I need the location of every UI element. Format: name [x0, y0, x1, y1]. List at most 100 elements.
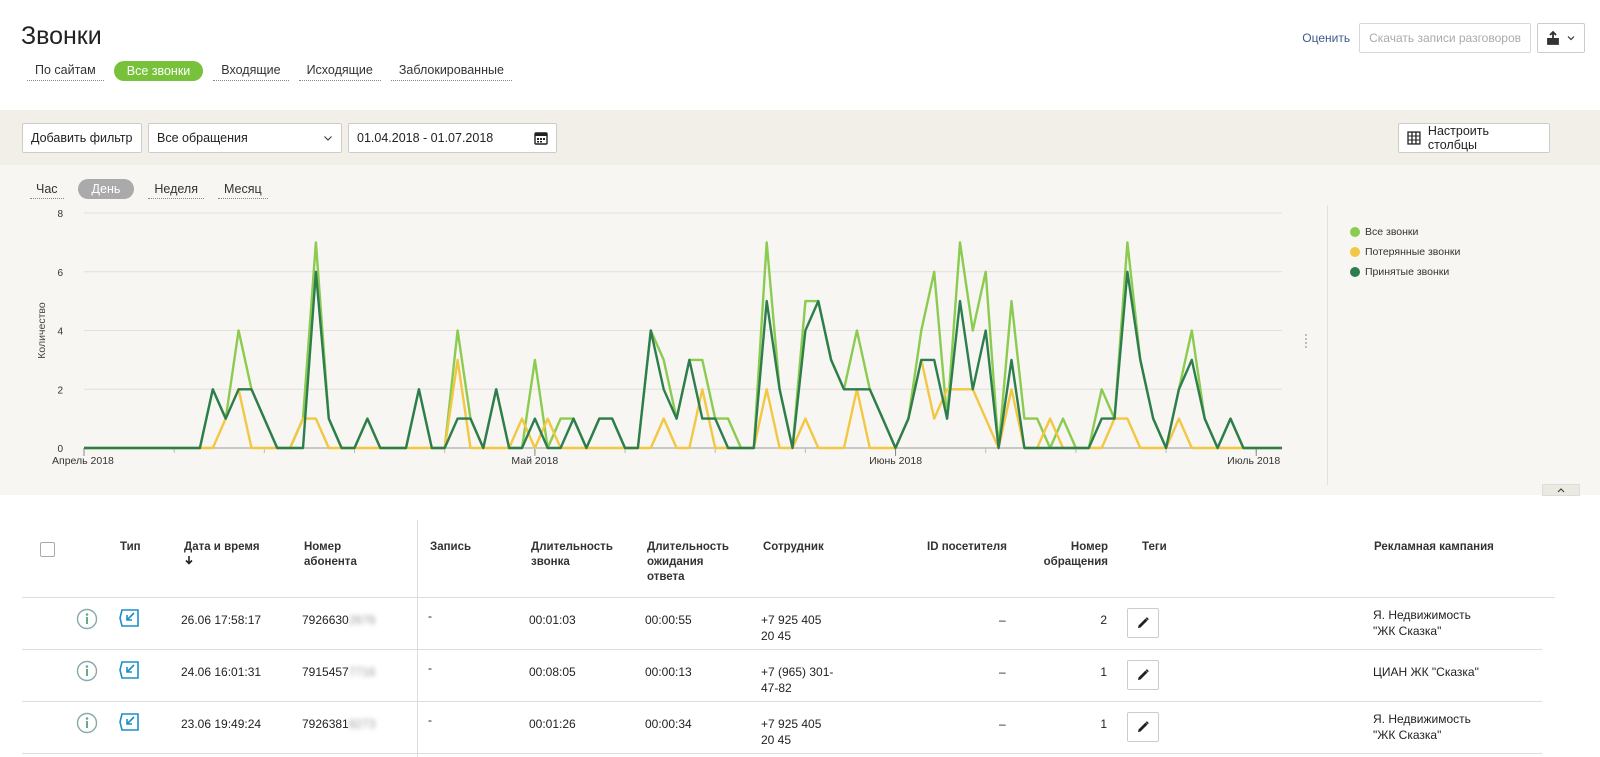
row-duration: 00:01:26	[529, 717, 576, 731]
row-record: -	[428, 713, 432, 727]
add-filter-button[interactable]: Добавить фильтр	[22, 123, 142, 153]
configure-columns-button[interactable]: Настроить столбцы	[1398, 123, 1550, 153]
page-header: Звонки По сайтам Все звонки Входящие Исх…	[0, 0, 1600, 110]
x-tick-label: Июль 2018	[1227, 455, 1280, 467]
granularity-tabs: Час День Неделя Месяц	[30, 179, 282, 199]
chart-divider	[1327, 205, 1328, 485]
tab-blocked[interactable]: Заблокированные	[390, 60, 512, 81]
row-visitor-id: –	[999, 665, 1006, 679]
row-phone: 79154577716	[302, 664, 375, 680]
header-duration[interactable]: Длительность звонка	[531, 540, 613, 570]
row-request-no: 1	[1100, 717, 1107, 731]
calls-table: Тип Дата и время Номер абонента Запись Д…	[22, 520, 1555, 754]
header-phone-line1: Номер	[304, 541, 342, 553]
rate-link[interactable]: Оценить	[1302, 31, 1351, 45]
granularity-month[interactable]: Месяц	[218, 180, 268, 199]
tab-all-calls[interactable]: Все звонки	[113, 60, 204, 81]
table-row[interactable]: 26.06 17:58:17 79266302678 - 00:01:03 00…	[22, 598, 1542, 650]
tab-outgoing[interactable]: Исходящие	[298, 60, 381, 81]
x-tick-label: Апрель 2018	[52, 455, 114, 467]
header-phone[interactable]: Номер абонента	[304, 540, 357, 570]
resize-handle-dot	[1305, 334, 1307, 336]
row-wait: 00:00:55	[645, 613, 692, 627]
pencil-icon	[1138, 669, 1149, 680]
sort-down-icon	[185, 556, 193, 565]
row-campaign: Я. Недвижимость "ЖК Сказка"	[1373, 607, 1471, 639]
header-duration-line2: звонка	[531, 556, 570, 568]
tab-by-sites[interactable]: По сайтам	[27, 60, 104, 81]
row-wait: 00:00:34	[645, 717, 692, 731]
table-row[interactable]: 24.06 16:01:31 79154577716 - 00:08:05 00…	[22, 650, 1542, 702]
row-employee-line1: +7 (965) 301-	[761, 665, 834, 679]
header-employee[interactable]: Сотрудник	[763, 541, 824, 553]
granularity-hour[interactable]: Час	[30, 180, 64, 199]
header-request-no[interactable]: Номер обращения	[1036, 540, 1108, 570]
row-employee: +7 (965) 301- 47-82	[761, 664, 833, 696]
select-all-checkbox[interactable]	[40, 542, 55, 557]
header-wait-line1: Длительность	[647, 541, 729, 553]
row-phone-visible: 7915457	[302, 665, 349, 679]
header-visitor-id[interactable]: ID посетителя	[927, 541, 1007, 553]
header-duration-line1: Длительность	[531, 541, 613, 553]
legend-item-all[interactable]: Все звонки	[1350, 222, 1460, 242]
row-campaign-line2: "ЖК Сказка"	[1373, 728, 1442, 742]
row-visitor-id: –	[999, 613, 1006, 627]
header-wait[interactable]: Длительность ожидания ответа	[647, 540, 729, 585]
row-record: -	[428, 661, 432, 675]
configure-columns-label: Настроить столбцы	[1427, 124, 1489, 152]
legend-dot-lost	[1350, 247, 1360, 257]
export-icon	[1547, 31, 1559, 45]
table-row[interactable]: 23.06 19:49:24 79263818273 - 00:01:26 00…	[22, 702, 1542, 754]
row-wait: 00:00:13	[645, 665, 692, 679]
calls-line-chart: 0 2 4 6 8 Апрель 2018 Май 2018 Июнь 2018 Июль 20…	[36, 209, 1307, 467]
row-phone-hidden: 2678	[348, 613, 376, 627]
resize-handle-dot	[1305, 346, 1307, 348]
header-record[interactable]: Запись	[430, 541, 472, 553]
y-tick-label: 4	[57, 327, 63, 338]
edit-tags-button[interactable]	[1127, 660, 1159, 690]
header-tags[interactable]: Теги	[1142, 541, 1167, 553]
granularity-day[interactable]: День	[77, 179, 135, 199]
date-range-picker[interactable]: 01.04.2018 - 01.07.2018	[348, 123, 557, 153]
edit-tags-button[interactable]	[1127, 712, 1159, 742]
info-icon[interactable]	[76, 712, 98, 734]
calendar-icon	[534, 132, 548, 145]
info-icon[interactable]	[76, 608, 98, 630]
y-tick-label: 8	[57, 209, 63, 220]
row-employee-line1: +7 925 405	[761, 613, 822, 627]
download-records-button[interactable]: Скачать записи разговоров	[1359, 23, 1531, 53]
x-tick-label: Июнь 2018	[869, 455, 922, 467]
header-campaign[interactable]: Рекламная кампания	[1374, 541, 1494, 553]
collapse-chart-button[interactable]	[1542, 484, 1580, 496]
row-record: -	[428, 609, 432, 623]
pencil-icon	[1138, 617, 1149, 628]
row-employee-line1: +7 925 405	[761, 717, 822, 731]
legend-dot-accepted	[1350, 267, 1360, 277]
granularity-week[interactable]: Неделя	[148, 180, 204, 199]
header-request-line1: Номер	[1070, 541, 1108, 553]
export-button[interactable]	[1537, 23, 1585, 53]
header-datetime[interactable]: Дата и время	[184, 540, 260, 570]
legend-dot-all	[1350, 227, 1360, 237]
y-axis-label: Количество	[36, 302, 48, 359]
y-tick-label: 6	[57, 268, 63, 279]
header-wait-line3: ответа	[647, 571, 685, 583]
requests-select-value: Все обращения	[157, 131, 248, 145]
series-line	[84, 358, 1282, 450]
edit-tags-button[interactable]	[1127, 608, 1159, 638]
header-type[interactable]: Тип	[120, 541, 141, 553]
legend-item-lost[interactable]: Потерянные звонки	[1350, 242, 1460, 262]
info-icon[interactable]	[76, 660, 98, 682]
chevron-down-icon	[1567, 36, 1575, 41]
row-phone-hidden: 7716	[348, 665, 376, 679]
legend-item-accepted[interactable]: Принятые звонки	[1350, 262, 1460, 282]
row-phone: 79263818273	[302, 716, 375, 732]
row-visitor-id: –	[999, 717, 1006, 731]
legend-label-lost: Потерянные звонки	[1365, 246, 1461, 258]
row-phone-visible: 7926630	[302, 613, 349, 627]
chart-legend: Все звонки Потерянные звонки Принятые зв…	[1350, 222, 1460, 282]
requests-select[interactable]: Все обращения	[148, 123, 342, 153]
tab-incoming[interactable]: Входящие	[213, 60, 289, 81]
chevron-down-icon	[324, 136, 332, 141]
pencil-icon	[1138, 721, 1149, 732]
